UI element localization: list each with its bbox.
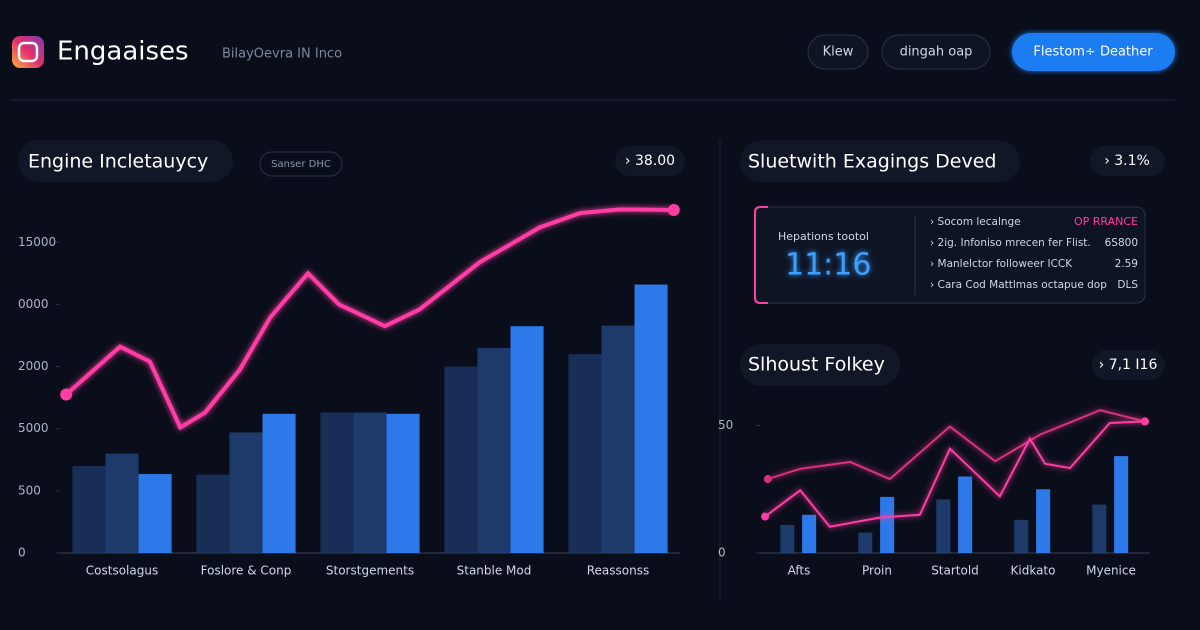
panel-title: Sluetwith Exagings Deved xyxy=(748,151,996,173)
x-tick-label: Foslore & Conp xyxy=(201,564,292,578)
line-marker xyxy=(761,512,770,521)
y-tick-label: 500 xyxy=(18,483,41,497)
y-tick-label: 0 xyxy=(18,546,26,560)
card-item: › Socom lecalnge xyxy=(930,216,1021,228)
badge: Sanser DHC xyxy=(271,159,331,170)
bar xyxy=(601,325,635,553)
x-tick-label: Stanble Mod xyxy=(457,564,532,578)
stat: › 38.00 xyxy=(625,153,675,169)
card-time: 11:16 xyxy=(785,248,871,283)
bar xyxy=(634,284,668,553)
stat: › 3.1% xyxy=(1104,153,1150,169)
bar xyxy=(353,412,387,553)
stat: › 7,1 I16 xyxy=(1099,357,1158,373)
stat-pill xyxy=(1090,146,1165,176)
bar xyxy=(936,499,951,553)
x-tick-label: Proin xyxy=(862,564,892,578)
line-marker xyxy=(667,203,680,216)
line xyxy=(64,207,674,431)
x-tick-label: Startold xyxy=(931,564,979,578)
line-marker xyxy=(763,475,772,484)
y-tick-label: 5000 xyxy=(18,421,49,435)
card-accent xyxy=(754,206,768,304)
bar xyxy=(72,466,106,553)
bar xyxy=(858,532,873,553)
logo-glyph xyxy=(17,41,39,63)
stat-pill xyxy=(615,146,685,176)
bar xyxy=(1014,519,1029,553)
title-pill xyxy=(740,344,900,386)
line xyxy=(767,409,1146,481)
bar xyxy=(320,412,354,553)
stat-pill xyxy=(1092,350,1165,380)
bar xyxy=(444,366,478,553)
x-tick-label: Afts xyxy=(788,564,811,578)
card-item: › 2ig. Infoniso mrecen fer Flist. xyxy=(930,237,1091,249)
bar xyxy=(386,413,420,553)
x-tick-label: Kidkato xyxy=(1011,564,1056,578)
x-tick-label: Myenice xyxy=(1086,564,1136,578)
bar xyxy=(229,432,263,553)
button-label: Flestom∻ Deather xyxy=(1033,45,1153,60)
bar xyxy=(1092,504,1107,553)
bar xyxy=(477,347,511,553)
title-pill xyxy=(18,140,233,182)
button-label: Klew xyxy=(823,45,854,60)
line-marker xyxy=(60,388,73,401)
panel-title: Engine Incletauycy xyxy=(28,151,208,173)
bar xyxy=(802,514,817,553)
button[interactable] xyxy=(807,34,869,70)
bar xyxy=(105,453,139,553)
y-tick-label: 0000 xyxy=(18,297,49,311)
bar xyxy=(1036,489,1051,553)
x-tick-label: Costsolagus xyxy=(86,564,158,578)
y-tick-label: 0 xyxy=(718,546,726,560)
app-subtitle: BilayOevra IN Inco xyxy=(222,47,342,62)
bar xyxy=(262,413,296,553)
card-item: › Cara Cod Mattlmas octapue dop xyxy=(930,279,1107,291)
y-tick-label: 2000 xyxy=(18,359,49,373)
badge-pill xyxy=(259,151,343,177)
button[interactable] xyxy=(1012,33,1175,71)
bar xyxy=(1114,456,1129,553)
y-tick-label: 15000 xyxy=(18,235,56,249)
line xyxy=(764,420,1145,528)
line-marker xyxy=(1140,417,1149,426)
card-item-value: 2.59 xyxy=(1115,258,1138,270)
card-label: Hepations tootol xyxy=(778,230,869,243)
bar xyxy=(780,524,795,553)
title-pill xyxy=(740,140,1020,182)
bar xyxy=(958,476,973,553)
card-item: › Manlelctor followeer ICCK xyxy=(930,258,1073,270)
button[interactable] xyxy=(881,34,991,70)
button-label: dingah oap xyxy=(900,45,973,60)
card-tag: OP RRANCE xyxy=(1074,215,1138,228)
card-item-value: 6S800 xyxy=(1105,237,1138,249)
x-tick-label: Storstgements xyxy=(326,564,414,578)
bar xyxy=(568,354,602,553)
bar xyxy=(510,326,544,553)
bar xyxy=(138,474,172,553)
card-item-value: DLS xyxy=(1117,279,1138,291)
x-tick-label: Reassonss xyxy=(587,564,650,578)
logo xyxy=(12,36,44,68)
panel-title: Slhoust Folkey xyxy=(748,354,885,376)
y-tick-label: 50 xyxy=(718,418,733,432)
bar xyxy=(880,496,895,553)
app-title: Engaaises xyxy=(57,37,189,67)
bar xyxy=(196,474,230,553)
